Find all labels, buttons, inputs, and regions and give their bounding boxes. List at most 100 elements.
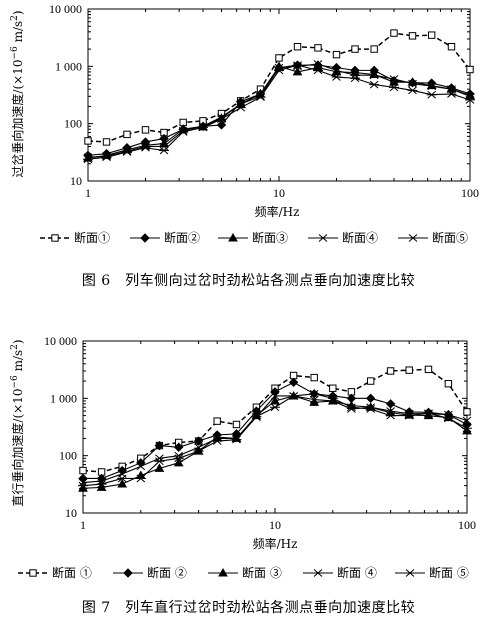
- data-point: [407, 86, 418, 95]
- data-point: [274, 66, 284, 75]
- y-axis-title-sq: 2: [10, 15, 20, 21]
- series-3: [83, 61, 475, 162]
- data-point: [122, 147, 132, 156]
- data-point: [154, 440, 165, 451]
- data-point: [270, 403, 280, 412]
- data-point: [231, 435, 242, 444]
- data-point: [423, 409, 434, 418]
- data-point: [389, 77, 399, 86]
- y-tick-label: 10: [65, 506, 77, 520]
- figure-6-caption: 图 6 列车侧向过岔时劲松站各测点垂向加速度比较: [81, 273, 416, 289]
- data-point: [426, 90, 437, 99]
- legend-label: 断面 ③: [242, 565, 282, 580]
- x-tick-label: 1: [80, 518, 86, 532]
- data-point: [255, 93, 266, 102]
- data-point: [79, 466, 87, 475]
- data-point: [102, 138, 111, 146]
- data-point: [366, 377, 375, 385]
- legend-item-4: 断面 ④: [303, 565, 377, 580]
- data-point: [404, 410, 415, 419]
- x-tick-label: 10: [273, 186, 285, 200]
- data-point: [465, 95, 475, 104]
- data-point: [193, 447, 204, 456]
- data-point: [198, 122, 208, 131]
- data-point: [385, 399, 396, 409]
- y-axis-title-main: 直行垂向加速度/(×10: [10, 389, 25, 507]
- data-point: [173, 454, 184, 463]
- data-point: [270, 392, 280, 400]
- legend-label: 断面③: [252, 230, 288, 245]
- legend-marker: [140, 233, 150, 243]
- data-point: [351, 45, 359, 53]
- data-point: [332, 50, 341, 59]
- data-point: [121, 148, 132, 156]
- series-1: [79, 365, 471, 476]
- legend-item-3: 断面 ③: [208, 565, 282, 580]
- legend-label: 断面 ①: [52, 565, 92, 580]
- data-point: [369, 80, 380, 89]
- legend-item-2: 断面 ②: [113, 565, 187, 580]
- data-point: [327, 394, 338, 403]
- svg-text:直行垂向加速度/(×10−6 m/s2): 直行垂向加速度/(×10−6 m/s2): [10, 339, 25, 506]
- data-point: [313, 60, 323, 68]
- data-point: [404, 411, 415, 420]
- legend-marker: [123, 568, 133, 578]
- legend-marker: [51, 234, 59, 242]
- y-tick-label: 10 000: [44, 334, 77, 348]
- legend: 断面① 断面② 断面③ 断面④ 断面⑤: [40, 230, 468, 245]
- data-point: [235, 103, 246, 112]
- y-tick-label: 1 000: [55, 59, 82, 73]
- svg-text:过岔垂向加速度/(×10−6 m/s2): 过岔垂向加速度/(×10−6 m/s2): [10, 10, 25, 177]
- legend: 断面 ① 断面 ② 断面 ③ 断面 ④ 断面 ⑤: [18, 565, 469, 580]
- data-point: [96, 480, 107, 488]
- legend-label: 断面①: [74, 230, 110, 245]
- data-point: [390, 29, 398, 37]
- legend-item-1: 断面 ①: [18, 565, 92, 580]
- data-point: [213, 417, 221, 425]
- data-point: [288, 377, 299, 388]
- data-point: [427, 82, 437, 91]
- data-point: [136, 462, 146, 471]
- x-tick-label: 100: [461, 186, 479, 200]
- data-point: [386, 367, 395, 375]
- data-point: [447, 43, 456, 51]
- legend-marker: [408, 234, 418, 242]
- legend-item-1: 断面①: [40, 230, 110, 245]
- x-tick-label: 10: [269, 518, 281, 532]
- data-point: [117, 479, 128, 488]
- y-tick-label: 10: [70, 174, 82, 188]
- series-1: [84, 29, 474, 146]
- data-point: [117, 474, 128, 483]
- legend-item-5: 断面⑤: [398, 230, 468, 245]
- legend-item-5: 断面 ⑤: [395, 565, 469, 580]
- series-4: [83, 60, 475, 162]
- data-point: [463, 408, 471, 416]
- data-point: [173, 442, 184, 452]
- legend-marker: [228, 232, 238, 242]
- data-point: [197, 123, 208, 132]
- data-point: [275, 54, 283, 62]
- data-point: [462, 424, 472, 433]
- data-point: [123, 130, 131, 139]
- data-point: [309, 389, 320, 398]
- data-point: [370, 45, 378, 53]
- data-point: [84, 137, 92, 145]
- legend-label: 断面⑤: [432, 230, 468, 245]
- data-point: [331, 73, 342, 81]
- legend-item-2: 断面②: [130, 230, 200, 245]
- legend-marker: [29, 569, 37, 577]
- data-point: [159, 138, 169, 148]
- legend-item-4: 断面④: [308, 230, 378, 245]
- data-point: [216, 115, 227, 124]
- data-point: [212, 437, 223, 445]
- x-tick-label: 1: [85, 186, 91, 200]
- data-point: [154, 457, 165, 466]
- y-axis-title-main: 过岔垂向加速度/(×10: [10, 60, 25, 178]
- y-axis-title-exp: −6: [10, 375, 20, 389]
- series-2: [78, 377, 472, 484]
- data-point: [78, 473, 88, 484]
- data-point: [83, 155, 93, 164]
- data-point: [309, 395, 319, 404]
- data-point: [365, 393, 376, 404]
